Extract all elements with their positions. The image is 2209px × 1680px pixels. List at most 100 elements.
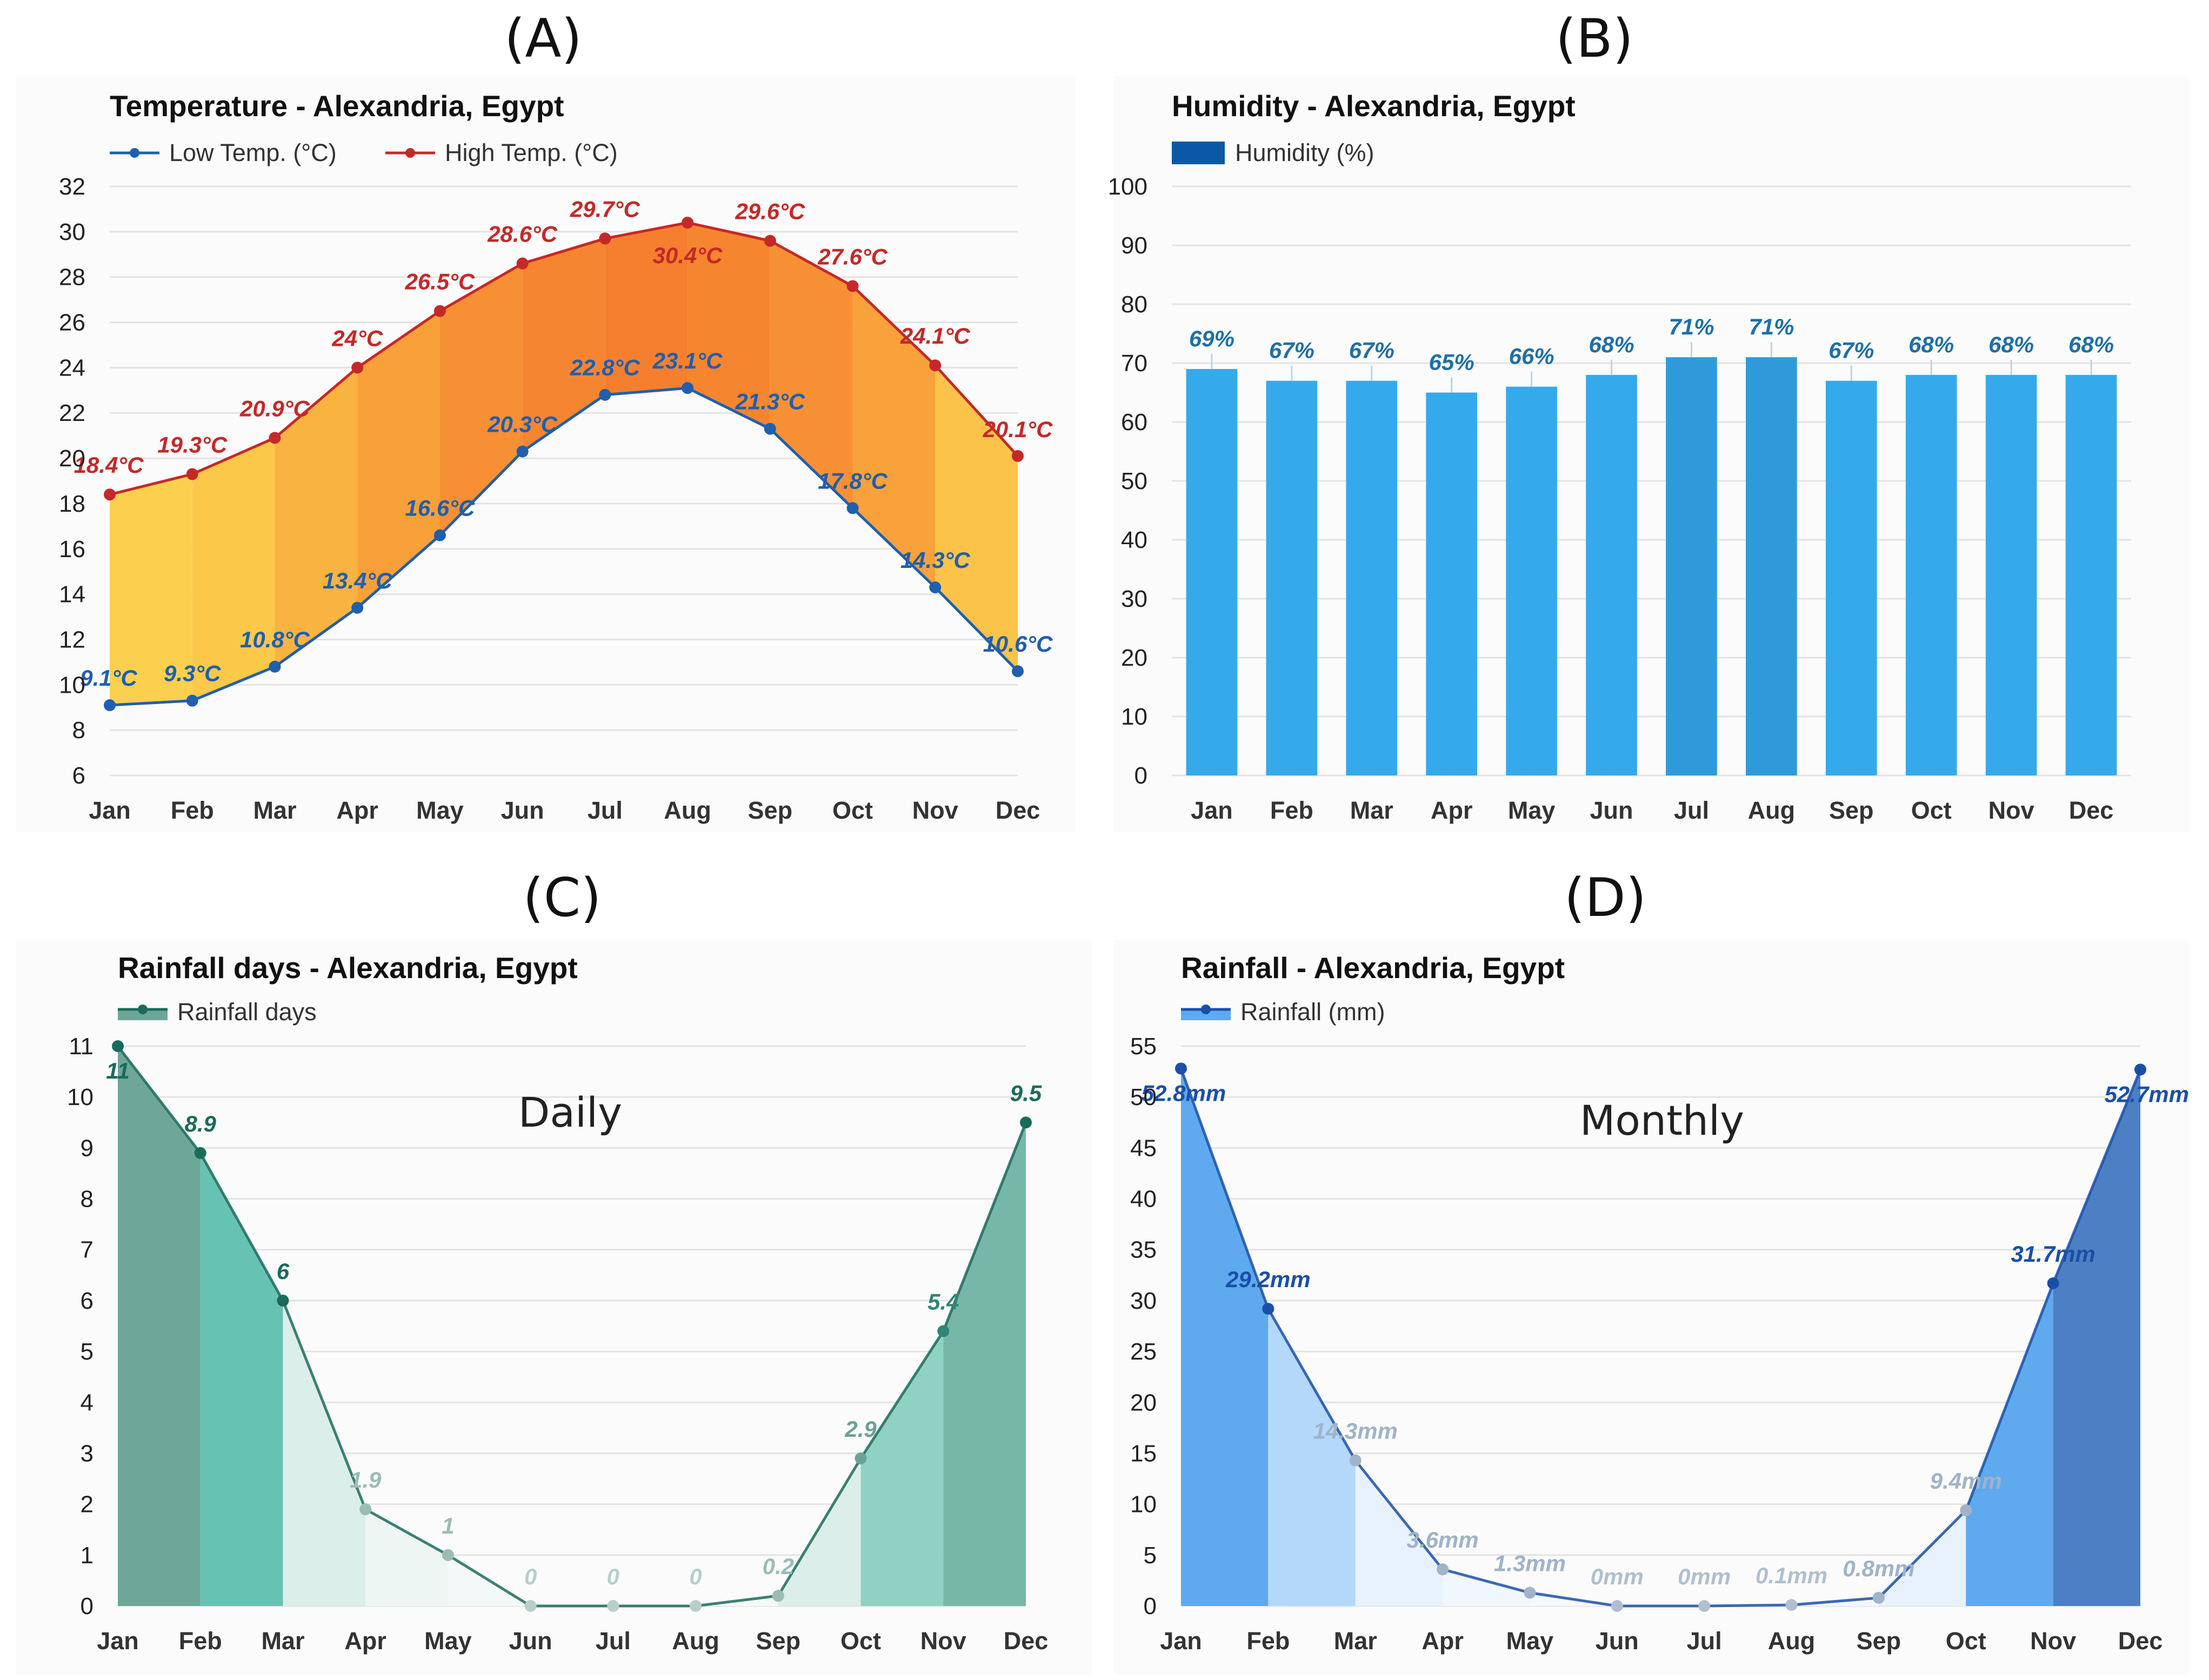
- rainfall-point: [1262, 1302, 1274, 1315]
- legend-rainfall-days-label: Rainfall days: [177, 998, 317, 1026]
- panel-letter-b: (B): [1556, 8, 1633, 70]
- low-temp-point: [1012, 665, 1024, 678]
- rainfall-point: [2047, 1277, 2059, 1289]
- rainfall-point: [1872, 1591, 1885, 1604]
- humidity-y-tick: 50: [1121, 468, 1147, 494]
- legend-rainfall-marker: [1201, 1005, 1211, 1014]
- low-temp-point: [186, 694, 198, 707]
- high-temp-point: [764, 235, 776, 247]
- rainfall-point: [1437, 1563, 1449, 1576]
- rainfall-days-point: [772, 1590, 784, 1602]
- daily-annotation: Daily: [518, 1088, 622, 1136]
- high-temp-data-label: 30.4°C: [653, 243, 723, 268]
- rainfall-days-y-tick: 4: [81, 1389, 94, 1416]
- rainfall-y-tick: 50: [1130, 1084, 1157, 1110]
- rainfall-point: [1349, 1454, 1362, 1467]
- temperature-data-labels: 9.1°C 9.3°C 10.8°C 13.4°C 16.6°C 20.3°C 22.8°C…: [74, 196, 1053, 691]
- rainfall-data-labels: 52.8mm 29.2mm 14.3mm 3.6mm 1.3mm 0mm 0mm 0.1mm 0…: [1142, 1080, 2189, 1589]
- humidity-x-tick: Jun: [1590, 797, 1633, 824]
- temperature-band: [192, 438, 275, 701]
- rainfall-days-x-tick: Jul: [596, 1627, 631, 1655]
- humidity-x-tick: Feb: [1270, 797, 1313, 824]
- humidity-bar: [1266, 380, 1318, 775]
- low-temp-point: [682, 382, 694, 394]
- temperature-band: [852, 286, 936, 588]
- rainfall-data-label: 1.3mm: [1494, 1551, 1566, 1576]
- temperature-y-tick: 28: [59, 264, 85, 291]
- humidity-x-tick: Sep: [1829, 797, 1874, 824]
- humidity-x-tick: Apr: [1431, 797, 1473, 824]
- rainfall-days-y-tick: 11: [69, 1033, 94, 1060]
- rainfall-days-data-label: 1.9: [350, 1467, 382, 1492]
- high-temp-point: [1012, 450, 1024, 462]
- rainfall-x-ticks: Jan Feb Mar Apr May Jun Jul Aug Sep Oct Nov Dec: [1160, 1627, 2163, 1655]
- temperature-x-tick: Feb: [171, 797, 214, 824]
- rainfall-x-tick: Mar: [1334, 1627, 1377, 1655]
- low-temp-data-label: 21.3°C: [735, 389, 805, 414]
- rainfall-days-x-tick: Sep: [756, 1627, 801, 1655]
- panel-letter-a: (A): [504, 8, 582, 70]
- rainfall-x-tick: Sep: [1857, 1627, 1901, 1655]
- rainfall-x-tick: Jan: [1160, 1627, 1202, 1655]
- rainfall-area-bands: [1181, 1068, 2140, 1606]
- rainfall-days-data-labels: 11 8.9 6 1.9 1 0 0 0 0.2 2.9 5.4 9.5: [106, 1058, 1042, 1589]
- low-temp-point: [433, 529, 446, 541]
- rainfall-days-points: [112, 1040, 1032, 1612]
- rainfall-band: [1268, 1308, 1356, 1606]
- temperature-x-tick: May: [416, 797, 464, 824]
- rainfall-days-band: [118, 1046, 201, 1606]
- rainfall-days-y-tick: 2: [81, 1491, 94, 1518]
- rainfall-days-x-tick: Aug: [672, 1627, 719, 1655]
- high-temp-data-label: 28.6°C: [487, 222, 558, 247]
- rainfall-days-point: [607, 1600, 619, 1612]
- rainfall-data-label: 0.1mm: [1756, 1563, 1827, 1588]
- rainfall-y-tick: 45: [1130, 1135, 1157, 1161]
- temperature-x-tick: Apr: [336, 797, 378, 824]
- humidity-y-tick: 70: [1121, 350, 1147, 377]
- rainfall-days-data-label: 0: [689, 1564, 702, 1589]
- rainfall-days-point: [442, 1549, 454, 1561]
- rainfall-point: [1611, 1600, 1623, 1612]
- humidity-bar: [1825, 380, 1877, 775]
- rainfall-days-data-label: 9.5: [1010, 1080, 1042, 1106]
- rainfall-data-label: 9.4mm: [1930, 1468, 2002, 1494]
- rainfall-days-y-tick: 5: [81, 1338, 94, 1365]
- temperature-band: [439, 263, 523, 536]
- legend-high-temp: High Temp. (°C): [385, 139, 618, 166]
- temperature-y-tick: 10: [59, 672, 85, 698]
- humidity-bar: [1905, 374, 1957, 775]
- temperature-y-tick: 30: [59, 219, 85, 245]
- high-temp-point: [682, 217, 694, 229]
- rainfall-days-data-label: 1: [442, 1513, 454, 1538]
- high-temp-data-label: 29.7°C: [570, 196, 640, 222]
- temperature-band: [605, 223, 688, 395]
- temperature-x-tick: Aug: [664, 797, 711, 824]
- rainfall-data-label: 14.3mm: [1313, 1418, 1398, 1444]
- humidity-x-tick: Jul: [1674, 797, 1709, 824]
- low-temp-data-label: 20.3°C: [487, 412, 558, 437]
- rainfall-days-y-ticks: 0 1 2 3 4 5 6 7 8 9 10 11: [67, 1033, 94, 1619]
- temperature-x-tick: Jun: [501, 797, 544, 824]
- rainfall-points: [1175, 1062, 2146, 1612]
- temperature-band: [110, 474, 192, 706]
- rainfall-days-y-tick: 10: [67, 1084, 94, 1110]
- humidity-bars: [1186, 342, 2117, 775]
- humidity-bar: [1506, 386, 1557, 775]
- low-temp-data-label: 10.8°C: [240, 627, 310, 652]
- rainfall-x-tick: Aug: [1768, 1627, 1815, 1655]
- high-temp-data-label: 20.1°C: [983, 417, 1053, 442]
- rainfall-y-tick: 15: [1130, 1440, 1157, 1467]
- humidity-data-label: 68%: [1988, 332, 2034, 357]
- rainfall-band: [1181, 1068, 1269, 1606]
- rainfall-line: [1179, 1068, 2142, 1608]
- rainfall-point: [1960, 1504, 1972, 1516]
- legend-high-temp-marker: [405, 148, 415, 158]
- rainfall-x-tick: Feb: [1246, 1627, 1290, 1655]
- rainfall-days-x-tick: Jan: [97, 1627, 139, 1655]
- rainfall-days-point: [112, 1040, 124, 1052]
- temperature-points: [104, 217, 1024, 712]
- temperature-chart-title: Temperature - Alexandria, Egypt: [110, 89, 564, 123]
- humidity-y-tick: 100: [1108, 173, 1147, 200]
- rainfall-days-band: [283, 1300, 366, 1606]
- temperature-band: [522, 238, 605, 452]
